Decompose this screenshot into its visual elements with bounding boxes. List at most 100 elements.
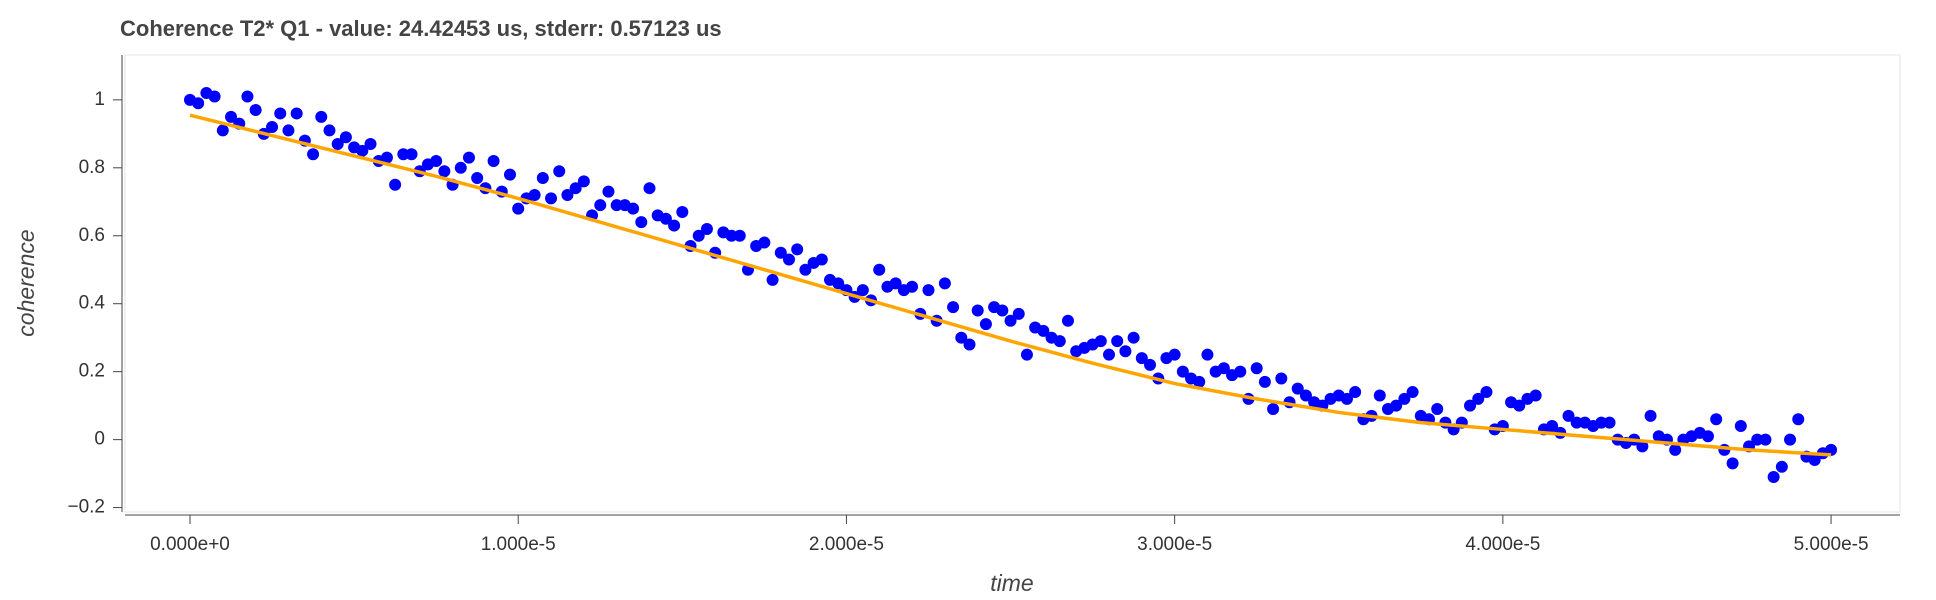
data-point xyxy=(1784,433,1797,446)
data-point xyxy=(1094,335,1107,348)
data-point xyxy=(1480,386,1493,399)
data-point xyxy=(1258,375,1271,388)
data-point xyxy=(1792,413,1805,426)
data-point xyxy=(955,331,968,344)
data-point xyxy=(323,124,336,137)
data-point xyxy=(832,277,845,290)
data-point xyxy=(545,192,558,205)
data-point xyxy=(438,165,451,178)
data-point xyxy=(561,188,574,201)
data-point xyxy=(889,277,902,290)
data-point xyxy=(791,243,804,256)
data-point xyxy=(1053,335,1066,348)
data-point xyxy=(1201,348,1214,361)
data-point xyxy=(405,148,418,161)
data-point xyxy=(462,151,475,164)
data-point xyxy=(569,182,582,195)
data-point xyxy=(782,253,795,266)
x-tick-label: 4.000e-5 xyxy=(1465,534,1540,555)
y-tick-label: 0.4 xyxy=(79,293,106,314)
y-tick-label: 1 xyxy=(94,89,105,110)
plot-frame xyxy=(124,54,1901,513)
data-point xyxy=(1751,433,1764,446)
data-point xyxy=(1144,358,1157,371)
data-point xyxy=(1701,430,1714,443)
data-point xyxy=(1061,314,1074,327)
data-point xyxy=(282,124,295,137)
data-point xyxy=(487,155,500,168)
data-point xyxy=(1217,362,1230,375)
x-tick-label: 0.000e+0 xyxy=(150,534,230,555)
data-point xyxy=(1020,348,1033,361)
data-point xyxy=(1119,345,1132,358)
data-point xyxy=(274,107,287,120)
data-point xyxy=(454,161,467,174)
data-point xyxy=(290,107,303,120)
y-tick-label: 0.2 xyxy=(79,361,105,382)
data-point xyxy=(1825,443,1838,456)
data-point xyxy=(192,97,205,110)
data-point xyxy=(700,222,713,235)
data-point xyxy=(339,131,352,144)
data-point xyxy=(249,104,262,117)
data-point xyxy=(725,229,738,242)
x-tick-label: 5.000e-5 xyxy=(1794,534,1869,555)
data-point xyxy=(1644,409,1657,422)
data-point xyxy=(996,304,1009,317)
data-point xyxy=(733,229,746,242)
data-point xyxy=(364,138,377,151)
data-point xyxy=(1398,392,1411,405)
data-point xyxy=(389,178,402,191)
data-point xyxy=(1111,335,1124,348)
y-axis-label: coherence xyxy=(13,229,39,336)
data-point xyxy=(1135,352,1148,365)
data-point xyxy=(471,171,484,184)
data-point xyxy=(225,110,238,123)
data-point xyxy=(643,182,656,195)
y-tick-label: 0.6 xyxy=(79,225,105,246)
data-point xyxy=(331,138,344,151)
data-point xyxy=(512,202,525,215)
chart-title: Coherence T2* Q1 - value: 24.42453 us, s… xyxy=(120,16,722,41)
data-point xyxy=(1390,399,1403,412)
data-point xyxy=(1193,375,1206,388)
data-point xyxy=(553,165,566,178)
data-point xyxy=(815,253,828,266)
data-point xyxy=(1004,314,1017,327)
data-point xyxy=(1234,365,1247,378)
data-point xyxy=(668,219,681,232)
fit-line xyxy=(189,113,1832,457)
data-point xyxy=(1669,443,1682,456)
data-point xyxy=(1734,420,1747,433)
data-point xyxy=(963,338,976,351)
data-point xyxy=(1340,392,1353,405)
data-point xyxy=(528,188,541,201)
data-point xyxy=(922,284,935,297)
y-tick-label: 0 xyxy=(94,429,105,450)
data-point xyxy=(979,318,992,331)
data-point xyxy=(1726,457,1739,470)
data-point xyxy=(594,199,607,212)
data-point xyxy=(659,212,672,225)
data-point xyxy=(241,90,254,103)
data-point xyxy=(1037,324,1050,337)
data-point xyxy=(1472,392,1485,405)
data-point xyxy=(536,171,549,184)
data-point xyxy=(1710,413,1723,426)
data-point xyxy=(397,148,410,161)
data-point xyxy=(307,148,320,161)
data-point xyxy=(1513,399,1526,412)
data-point xyxy=(380,151,393,164)
data-point xyxy=(873,263,886,276)
data-point xyxy=(1127,331,1140,344)
data-point xyxy=(635,216,648,229)
x-tick-label: 3.000e-5 xyxy=(1137,534,1212,555)
data-point xyxy=(774,246,787,259)
data-point xyxy=(1767,471,1780,484)
data-point xyxy=(1546,420,1559,433)
data-point xyxy=(758,236,771,249)
data-point xyxy=(315,110,328,123)
data-point xyxy=(208,90,221,103)
data-point xyxy=(1275,372,1288,385)
data-point xyxy=(1349,386,1362,399)
